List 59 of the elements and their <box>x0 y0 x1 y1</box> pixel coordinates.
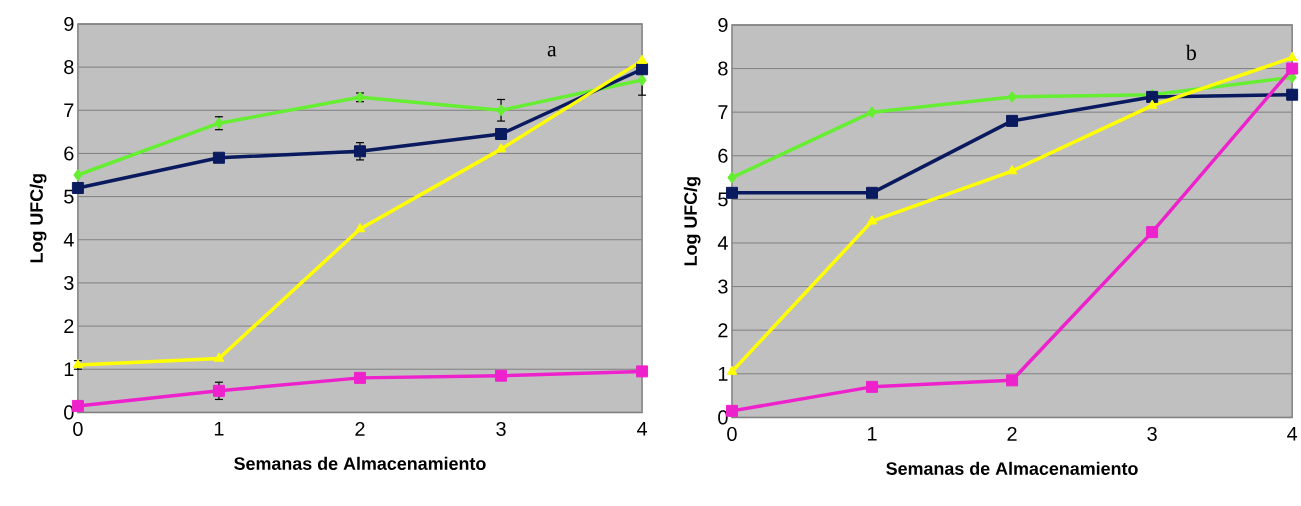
point <box>1006 374 1019 387</box>
point <box>867 106 877 119</box>
point <box>1007 90 1017 103</box>
x-axis-title: Semanas de Almacenamiento <box>886 461 1138 475</box>
point <box>1286 62 1299 75</box>
point <box>1146 225 1159 238</box>
y-tick-label: 6 <box>64 146 74 161</box>
annotation: a <box>547 45 557 57</box>
x-tick-label: 2 <box>1007 426 1017 441</box>
y-tick-label: 8 <box>718 61 728 76</box>
x-tick-label: 1 <box>214 421 224 436</box>
point <box>496 104 506 117</box>
y-axis-title: Log UFC/g <box>683 177 701 266</box>
y-tick-label: 6 <box>718 148 728 163</box>
y-tick-label: 2 <box>64 319 74 333</box>
point <box>636 63 649 76</box>
point <box>213 352 225 362</box>
point <box>212 151 225 164</box>
point <box>495 369 508 382</box>
y-axis-title: Log UFC/g <box>29 174 47 263</box>
y-tick-label: 1 <box>64 362 74 376</box>
point <box>1006 164 1018 175</box>
point <box>495 127 508 140</box>
point <box>73 168 83 181</box>
point <box>353 145 366 158</box>
y-tick-label: 5 <box>718 192 728 207</box>
x-tick-label: 3 <box>496 421 506 436</box>
y-tick-label: 1 <box>718 366 728 381</box>
point <box>353 371 366 384</box>
x-tick-label: 4 <box>637 421 648 436</box>
point <box>1286 51 1298 61</box>
y-tick-label: 7 <box>718 105 728 119</box>
y-tick-label: 3 <box>718 279 728 294</box>
y-tick-label: 4 <box>63 232 74 247</box>
x-tick-label: 1 <box>867 426 877 441</box>
point <box>866 380 878 393</box>
point <box>866 215 878 225</box>
x-tick-label: 4 <box>1287 426 1298 441</box>
x-axis-title: Semanas de Almacenamiento <box>234 456 486 470</box>
y-tick-label: 7 <box>64 103 74 117</box>
point <box>636 365 649 378</box>
x-tick-label: 2 <box>355 421 365 436</box>
point <box>1006 114 1019 127</box>
y-tick-label: 9 <box>64 16 74 31</box>
point <box>727 171 737 184</box>
annotation: b <box>1185 44 1196 61</box>
y-tick-label: 9 <box>718 17 728 32</box>
y-tick-label: 8 <box>64 59 74 75</box>
point <box>637 73 647 86</box>
x-tick-label: 3 <box>1147 426 1157 441</box>
point <box>354 222 366 233</box>
y-tick-label: 2 <box>718 323 728 338</box>
y-tick-label: 5 <box>64 189 74 204</box>
point <box>1286 88 1299 101</box>
y-tick-label: 3 <box>64 275 74 290</box>
y-tick-label: 4 <box>717 236 728 250</box>
point <box>866 186 878 199</box>
point <box>636 54 648 64</box>
y-tick-label: 0 <box>64 405 74 420</box>
